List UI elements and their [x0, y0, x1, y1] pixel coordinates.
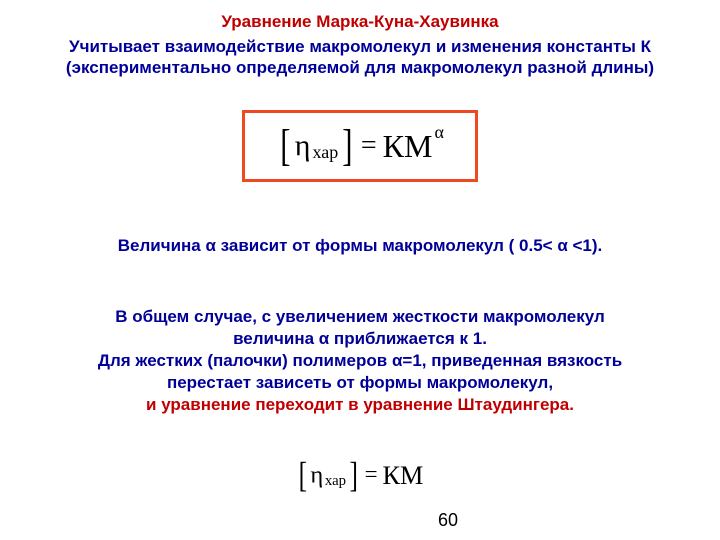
exp-line-2: величина α приближается к 1.	[0, 328, 720, 350]
eta-symbol: η	[309, 461, 325, 489]
explanation-paragraph: В общем случае, с увеличением жесткости …	[0, 306, 720, 416]
equation-box-main: [ η хар ] = К М α	[242, 110, 478, 182]
equals-sign: =	[360, 462, 383, 488]
intro-line-2: (экспериментально определяемой для макро…	[66, 58, 654, 77]
exp-line-4: перестает зависеть от формы макромолекул…	[0, 372, 720, 394]
slide: Уравнение Марка-Куна-Хаувинка Учитывает …	[0, 0, 720, 540]
constant-K: К	[382, 460, 400, 490]
right-bracket-icon: ]	[342, 124, 352, 168]
exp-line-5: и уравнение переходит в уравнение Штауди…	[0, 394, 720, 416]
left-bracket-icon: [	[280, 124, 290, 168]
alpha-range-text: Величина α зависит от формы макромолекул…	[0, 236, 720, 256]
slide-title: Уравнение Марка-Куна-Хаувинка	[0, 12, 720, 32]
exp-line-3: Для жестких (палочки) полимеров α=1, при…	[0, 350, 720, 372]
constant-M: М	[404, 128, 432, 165]
equation-staudinger: [ η хар ] = К М	[290, 453, 429, 497]
exp-line-1: В общем случае, с увеличением жесткости …	[0, 306, 720, 328]
equation-mark-kuhn-houwink: [ η хар ] = К М α	[245, 113, 475, 179]
eta-subscript: хар	[325, 471, 348, 488]
exponent-alpha: α	[434, 122, 443, 143]
eta-subscript: хар	[312, 142, 340, 163]
left-bracket-icon: [	[299, 457, 307, 493]
right-bracket-icon: ]	[349, 457, 357, 493]
page-number: 60	[438, 510, 458, 531]
eta-symbol: η	[293, 129, 313, 163]
equals-sign: =	[355, 130, 383, 162]
intro-line-1: Учитывает взаимодействие макромолекул и …	[69, 37, 651, 56]
intro-paragraph: Учитывает взаимодействие макромолекул и …	[0, 36, 720, 79]
constant-M: М	[400, 460, 423, 490]
constant-K: К	[383, 128, 404, 165]
equation-box-staudinger: [ η хар ] = К М	[275, 448, 445, 502]
